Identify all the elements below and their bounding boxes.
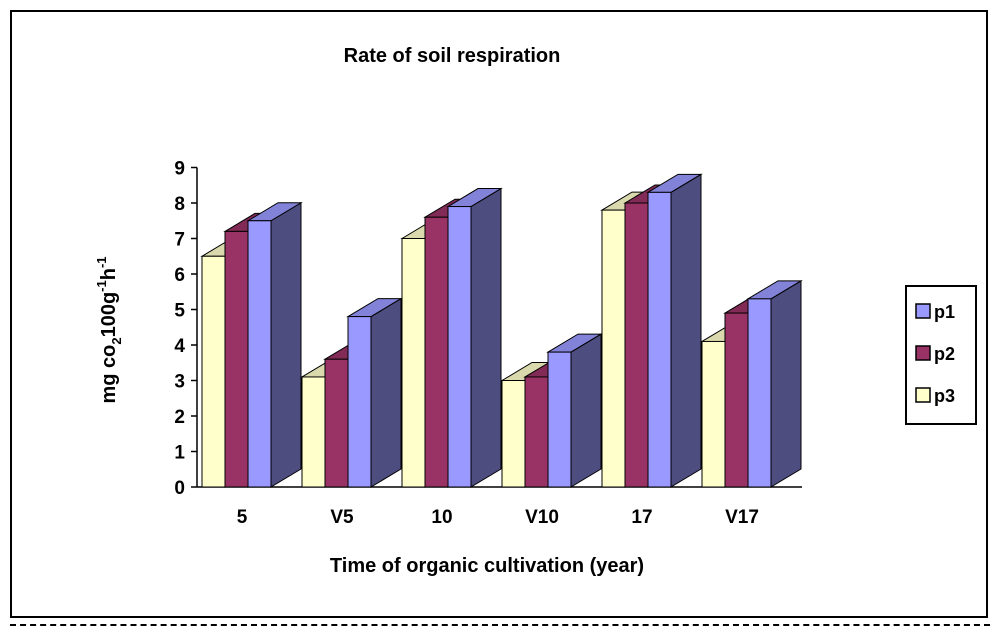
bar-front-face	[524, 376, 549, 488]
bar-front-face	[501, 380, 526, 488]
legend-swatch-p2	[915, 345, 931, 361]
legend-label-p3: p3	[934, 386, 955, 406]
x-tick-label: 10	[431, 507, 452, 528]
bar-side-face	[670, 173, 702, 488]
bar-front-face	[701, 340, 726, 488]
bar-side-face	[470, 187, 502, 488]
bar-p1-V17	[746, 279, 803, 488]
y-tick-label: 6	[174, 265, 185, 286]
legend: p1 p2 p3	[905, 285, 977, 425]
x-tick-label: V10	[525, 507, 559, 528]
bar-p1-V5	[346, 297, 403, 488]
y-tick-label: 7	[174, 230, 185, 251]
bar-front-face	[301, 376, 326, 488]
y-tick-label: 9	[174, 159, 185, 180]
x-tick-label: V17	[725, 507, 759, 528]
bar-p1-10	[446, 187, 503, 488]
bar-p1-17	[646, 173, 703, 488]
bar-front-face	[447, 206, 472, 488]
y-tick-label: 5	[174, 301, 185, 322]
y-tick-label: 3	[174, 372, 185, 393]
bar-p1-V10	[546, 333, 603, 488]
x-tick-label: 17	[631, 507, 652, 528]
legend-swatch-p3	[915, 387, 931, 403]
bar-side-face	[570, 333, 602, 488]
bar-front-face	[201, 255, 226, 488]
chart-title: Rate of soil respiration	[344, 45, 561, 67]
legend-label-p2: p2	[934, 344, 955, 364]
y-tick-label: 4	[174, 336, 185, 357]
bar-front-face	[547, 351, 572, 488]
y-tick-label: 1	[174, 443, 185, 464]
bar-front-face	[747, 298, 772, 488]
page-edge	[10, 624, 990, 626]
bar-front-face	[324, 358, 349, 488]
bars	[200, 173, 803, 488]
legend-swatch-p1	[915, 303, 931, 319]
bar-front-face	[347, 316, 372, 488]
bar-front-face	[247, 220, 272, 488]
bar-front-face	[624, 202, 649, 488]
soil-respiration-chart: Rate of soil respiration 0 1 2 3 4 5 6 7 8 9 5 V5 10…	[94, 45, 977, 577]
bar-front-face	[724, 312, 749, 488]
x-tick-label: 5	[237, 507, 248, 528]
bar-side-face	[770, 279, 802, 488]
y-tick-label: 8	[174, 194, 185, 215]
y-tick-label: 2	[174, 407, 185, 428]
bar-front-face	[647, 191, 672, 488]
legend-label-p1: p1	[934, 302, 955, 322]
x-tick-label: V5	[330, 507, 354, 528]
bar-p1-5	[246, 201, 303, 488]
y-axis-label: mg co2100g-1h-1	[94, 256, 124, 403]
x-axis-label: Time of organic cultivation (year)	[330, 555, 644, 577]
axes: 0 1 2 3 4 5 6 7 8 9 5 V5 10 V10 17 V17	[174, 159, 802, 528]
bar-front-face	[601, 209, 626, 488]
bar-front-face	[224, 230, 249, 488]
bar-front-face	[401, 238, 426, 488]
chart-frame: Rate of soil respiration 0 1 2 3 4 5 6 7 8 9 5 V5 10…	[10, 10, 988, 618]
bar-front-face	[424, 216, 449, 488]
y-tick-label: 0	[174, 478, 185, 499]
bar-side-face	[270, 201, 302, 488]
bar-side-face	[370, 297, 402, 488]
